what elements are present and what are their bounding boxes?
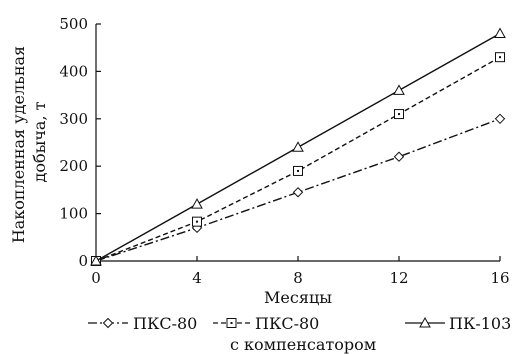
y-axis-label: Накопленная удельная добыча, т bbox=[9, 41, 49, 243]
data-point-series-0 bbox=[292, 187, 304, 198]
legend-diamond-icon bbox=[102, 317, 114, 329]
legend-item-pks80-compensator: ПКС-80 с компенсатором bbox=[213, 314, 376, 354]
x-tick-label: 12 bbox=[389, 269, 408, 287]
y-axis-ticks: 0 100 200 300 400 500 bbox=[59, 15, 101, 270]
data-point-series-2 bbox=[292, 141, 304, 152]
x-tick-label: 4 bbox=[192, 269, 202, 287]
legend-label-pks80-compensator-line2: с компенсатором bbox=[230, 335, 376, 354]
data-point-dot-series-1 bbox=[499, 56, 501, 59]
data-point-series-2 bbox=[191, 198, 203, 209]
x-axis-label: Месяцы bbox=[264, 288, 332, 307]
data-point-series-2 bbox=[494, 27, 506, 38]
legend-label-pk103: ПК-103 bbox=[449, 314, 511, 333]
legend: ПКС-80 ПКС-80 с компенсатором ПК-103 bbox=[88, 314, 511, 354]
series-layer bbox=[90, 27, 506, 267]
series-line-1 bbox=[95, 56, 501, 262]
y-tick-label: 300 bbox=[59, 110, 88, 128]
legend-square-dot bbox=[230, 322, 233, 324]
y-tick-label: 400 bbox=[59, 62, 88, 80]
data-point-dot-series-1 bbox=[398, 113, 400, 116]
y-axis-label-line-1: Накопленная удельная bbox=[9, 46, 28, 243]
legend-item-pk103: ПК-103 bbox=[405, 314, 511, 333]
x-tick-label: 8 bbox=[293, 269, 303, 287]
data-point-series-2 bbox=[90, 254, 102, 266]
data-point-dot-series-1 bbox=[196, 220, 198, 223]
x-tick-label: 0 bbox=[91, 269, 101, 287]
y-axis-label-line-2: добыча, т bbox=[30, 101, 49, 182]
x-tick-label: 16 bbox=[490, 269, 509, 287]
legend-triangle-icon bbox=[419, 316, 431, 328]
legend-label-pks80-compensator: ПКС-80 bbox=[255, 314, 319, 333]
y-tick-label: 0 bbox=[78, 252, 88, 270]
data-point-series-0 bbox=[494, 113, 506, 125]
y-tick-label: 100 bbox=[59, 205, 88, 223]
data-point-series-0 bbox=[393, 151, 405, 162]
series-line-0 bbox=[95, 118, 501, 262]
y-tick-label: 500 bbox=[59, 15, 88, 33]
legend-label-pks80: ПКС-80 bbox=[133, 314, 197, 333]
data-point-dot-series-1 bbox=[297, 169, 299, 172]
data-point-series-2 bbox=[393, 84, 405, 95]
x-axis-ticks: 0 4 8 12 16 bbox=[91, 256, 510, 287]
legend-item-pks80: ПКС-80 bbox=[88, 314, 197, 333]
y-tick-label: 200 bbox=[59, 157, 88, 175]
